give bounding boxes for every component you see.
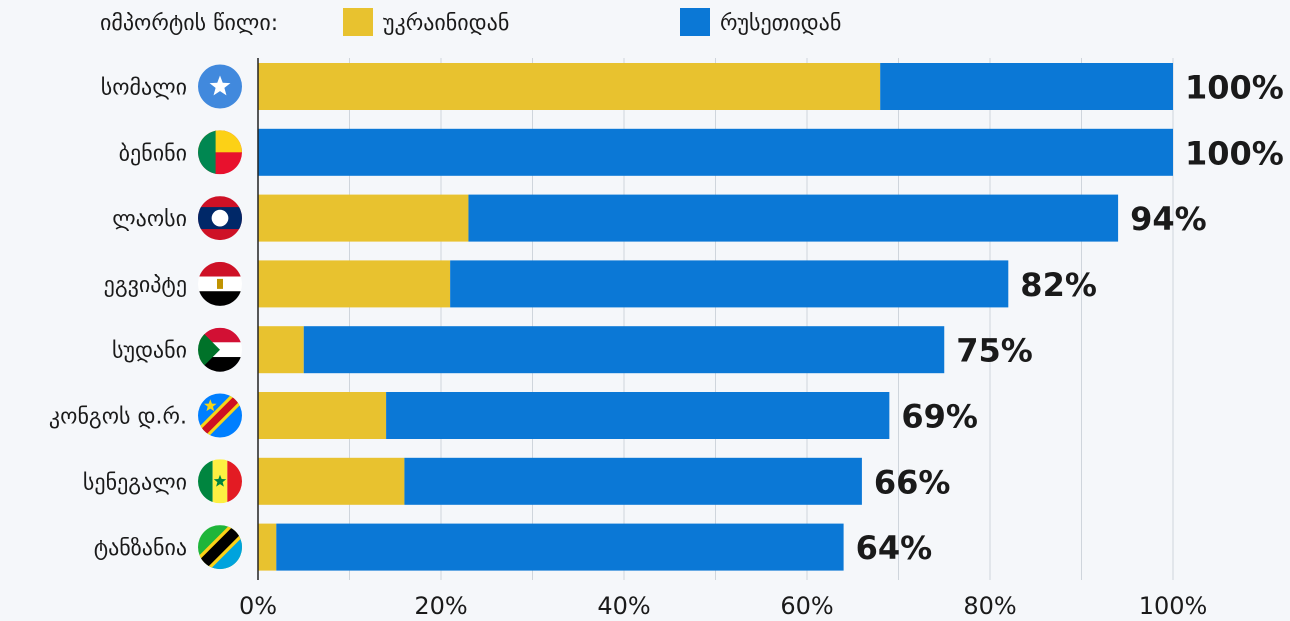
flag-tanzania-icon xyxy=(198,525,242,570)
flag-somalia-icon xyxy=(198,64,242,109)
bar-segment-ukraine xyxy=(258,523,277,571)
total-label: 66% xyxy=(874,463,951,501)
flags xyxy=(198,64,242,570)
category-label: ლაოსი xyxy=(112,207,187,232)
x-tick-label: 40% xyxy=(597,592,650,620)
total-label: 69% xyxy=(901,398,978,436)
total-label: 100% xyxy=(1185,134,1284,172)
total-label: 94% xyxy=(1130,200,1207,238)
bar-segment-russia xyxy=(468,194,1119,242)
legend-swatch-ukraine xyxy=(343,8,373,36)
bar-segment-russia xyxy=(276,523,844,571)
legend: იმპორტის წილი: უკრაინიდან რუსეთიდან xyxy=(100,8,841,36)
bar-segment-ukraine xyxy=(258,326,304,374)
legend-label-russia: რუსეთიდან xyxy=(720,11,841,36)
x-tick-labels: 0% 20% 40% 60% 80% 100% xyxy=(239,592,1207,620)
bar-segment-ukraine xyxy=(258,63,881,110)
total-label: 100% xyxy=(1185,69,1284,107)
x-tick-label: 80% xyxy=(963,592,1016,620)
category-label: სომალი xyxy=(101,76,187,101)
legend-swatch-russia xyxy=(680,8,710,36)
total-label: 64% xyxy=(856,529,933,567)
bar-segment-ukraine xyxy=(258,392,387,439)
bar-segment-russia xyxy=(258,128,1173,176)
flag-sudan-icon xyxy=(198,327,242,372)
category-label: სუდანი xyxy=(112,339,187,364)
category-label: სენეგალი xyxy=(83,470,187,495)
bar-segment-russia xyxy=(450,260,1009,308)
bar-segment-russia xyxy=(386,392,890,439)
flag-laos-icon xyxy=(198,196,242,241)
total-labels: 100% 100% 94% 82% 75% 69% 66% 64% xyxy=(856,69,1284,568)
bars xyxy=(258,63,1173,571)
total-label: 75% xyxy=(956,332,1033,370)
x-tick-label: 20% xyxy=(414,592,467,620)
flag-benin-icon xyxy=(198,130,242,175)
category-label: კონგოს დ.რ. xyxy=(49,405,187,430)
flag-dr-congo-icon xyxy=(198,393,242,438)
category-label: ბენინი xyxy=(119,141,187,166)
bar-segment-russia xyxy=(880,63,1173,110)
legend-title: იმპორტის წილი: xyxy=(100,11,278,36)
flag-egypt-icon xyxy=(198,261,242,306)
legend-label-ukraine: უკრაინიდან xyxy=(383,11,509,36)
x-tick-label: 0% xyxy=(239,592,277,620)
category-label: ტანზანია xyxy=(94,536,187,561)
x-tick-label: 100% xyxy=(1139,592,1208,620)
bar-segment-russia xyxy=(404,457,862,505)
bar-segment-ukraine xyxy=(258,260,451,308)
category-labels: სომალი ბენინი ლაოსი ეგვიპტე სუდანი კონგოს დ.რ… xyxy=(49,76,187,562)
bar-segment-russia xyxy=(303,326,945,374)
total-label: 82% xyxy=(1020,266,1097,304)
category-label: ეგვიპტე xyxy=(104,273,187,298)
bar-segment-ukraine xyxy=(258,194,469,242)
x-tick-label: 60% xyxy=(780,592,833,620)
bar-segment-ukraine xyxy=(258,457,405,505)
flag-senegal-icon xyxy=(198,459,242,504)
